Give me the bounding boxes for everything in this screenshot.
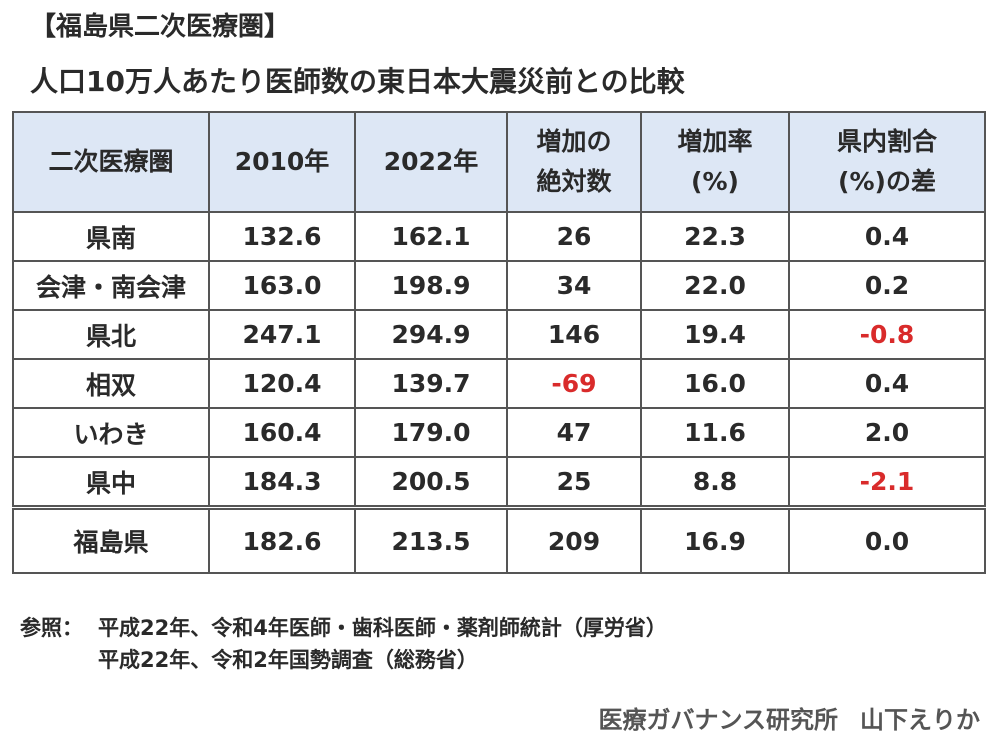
value-2010: 184.3 <box>208 456 356 509</box>
source-label: 参照： <box>20 616 83 640</box>
credit-author: 山下えりか <box>860 706 980 734</box>
share-difference: 0.2 <box>788 260 986 311</box>
area-name: 県北 <box>12 309 210 360</box>
heading: 【福島県二次医療圏】 <box>30 12 291 42</box>
comparison-table: 二次医療圏 2010年 2022年 増加の 絶対数 増加率 (%) 県内割合 (%)の… <box>12 111 986 574</box>
header-row: 二次医療圏 2010年 2022年 増加の 絶対数 増加率 (%) 県内割合 (%)の… <box>12 111 986 213</box>
value-2022: 213.5 <box>354 505 508 574</box>
value-2022: 139.7 <box>354 358 508 409</box>
increase-rate: 22.3 <box>640 211 790 262</box>
col-header-increase-rate: 増加率 (%) <box>640 111 790 213</box>
absolute-increase: -69 <box>506 358 642 409</box>
table-row: 県南 132.6 162.1 26 22.3 0.4 <box>12 211 986 262</box>
share-difference: 0.4 <box>788 358 986 409</box>
table-row: 県中 184.3 200.5 25 8.8 -2.1 <box>12 456 986 509</box>
increase-rate: 16.9 <box>640 505 790 574</box>
col-header-2010: 2010年 <box>208 111 356 213</box>
value-2010: 160.4 <box>208 407 356 458</box>
share-difference: -0.8 <box>788 309 986 360</box>
table-row: 会津・南会津 163.0 198.9 34 22.0 0.2 <box>12 260 986 311</box>
total-row: 福島県 182.6 213.5 209 16.9 0.0 <box>12 505 986 574</box>
col-header-share-difference: 県内割合 (%)の差 <box>788 111 986 213</box>
increase-rate: 16.0 <box>640 358 790 409</box>
absolute-increase: 146 <box>506 309 642 360</box>
share-difference: 0.4 <box>788 211 986 262</box>
absolute-increase: 26 <box>506 211 642 262</box>
value-2010: 132.6 <box>208 211 356 262</box>
table-row: 県北 247.1 294.9 146 19.4 -0.8 <box>12 309 986 360</box>
area-name: 福島県 <box>12 505 210 574</box>
absolute-increase: 209 <box>506 505 642 574</box>
source-line-2: 平成22年、令和2年国勢調査（総務省） <box>98 648 478 672</box>
value-2022: 200.5 <box>354 456 508 509</box>
table-title: 人口10万人あたり医師数の東日本大震災前との比較 <box>30 65 685 98</box>
share-difference: 2.0 <box>788 407 986 458</box>
area-name: 会津・南会津 <box>12 260 210 311</box>
value-2010: 182.6 <box>208 505 356 574</box>
increase-rate: 19.4 <box>640 309 790 360</box>
area-name: 県南 <box>12 211 210 262</box>
increase-rate: 11.6 <box>640 407 790 458</box>
value-2010: 247.1 <box>208 309 356 360</box>
col-header-absolute-increase: 増加の 絶対数 <box>506 111 642 213</box>
credit-org: 医療ガバナンス研究所 <box>598 706 838 734</box>
source-notes: 参照： 平成22年、令和4年医師・歯科医師・薬剤師統計（厚労省） 平成22年、令… <box>20 612 667 676</box>
col-header-area: 二次医療圏 <box>12 111 210 213</box>
credit: 医療ガバナンス研究所 山下えりか <box>598 700 980 735</box>
area-name: 相双 <box>12 358 210 409</box>
table-row: 相双 120.4 139.7 -69 16.0 0.4 <box>12 358 986 409</box>
absolute-increase: 34 <box>506 260 642 311</box>
area-name: いわき <box>12 407 210 458</box>
increase-rate: 8.8 <box>640 456 790 509</box>
col-header-2022: 2022年 <box>354 111 508 213</box>
value-2022: 294.9 <box>354 309 508 360</box>
value-2010: 120.4 <box>208 358 356 409</box>
absolute-increase: 25 <box>506 456 642 509</box>
value-2022: 179.0 <box>354 407 508 458</box>
value-2022: 162.1 <box>354 211 508 262</box>
increase-rate: 22.0 <box>640 260 790 311</box>
absolute-increase: 47 <box>506 407 642 458</box>
share-difference: 0.0 <box>788 505 986 574</box>
source-line-1: 平成22年、令和4年医師・歯科医師・薬剤師統計（厚労省） <box>98 616 667 640</box>
area-name: 県中 <box>12 456 210 509</box>
share-difference: -2.1 <box>788 456 986 509</box>
value-2022: 198.9 <box>354 260 508 311</box>
table-row: いわき 160.4 179.0 47 11.6 2.0 <box>12 407 986 458</box>
value-2010: 163.0 <box>208 260 356 311</box>
